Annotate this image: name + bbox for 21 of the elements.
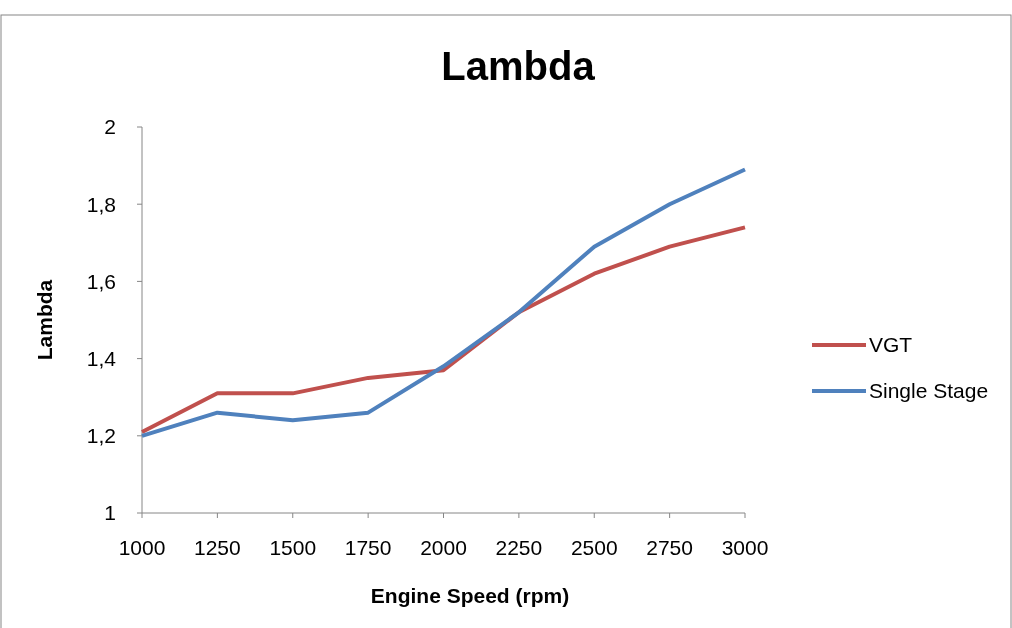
y-tick-label: 2 (104, 115, 116, 139)
x-tick-label: 3000 (721, 536, 769, 559)
chart-title: Lambda (441, 44, 596, 88)
x-tick-label: 1250 (194, 536, 241, 559)
x-tick-label: 1750 (344, 536, 392, 559)
x-tick-label: 2000 (420, 536, 467, 559)
x-tick-label: 1000 (118, 536, 166, 559)
y-tick-label: 1 (104, 501, 116, 525)
x-tick-label: 2750 (646, 536, 693, 559)
x-tick-label: 1500 (269, 536, 317, 559)
y-tick-label: 1,6 (86, 269, 116, 293)
y-tick-label: 1,8 (86, 192, 116, 216)
y-tick-label: 1,2 (86, 424, 116, 448)
x-axis-title: Engine Speed (rpm) (370, 584, 570, 607)
y-axis-title: Lambda (33, 279, 56, 361)
x-tick-label: 2250 (495, 536, 543, 559)
legend-label: Single Stage (869, 379, 989, 403)
line-series (140, 167, 747, 438)
legend-label: VGT (869, 333, 913, 357)
x-tick-label: 2500 (570, 536, 618, 559)
y-tick-label: 1,4 (86, 346, 117, 370)
